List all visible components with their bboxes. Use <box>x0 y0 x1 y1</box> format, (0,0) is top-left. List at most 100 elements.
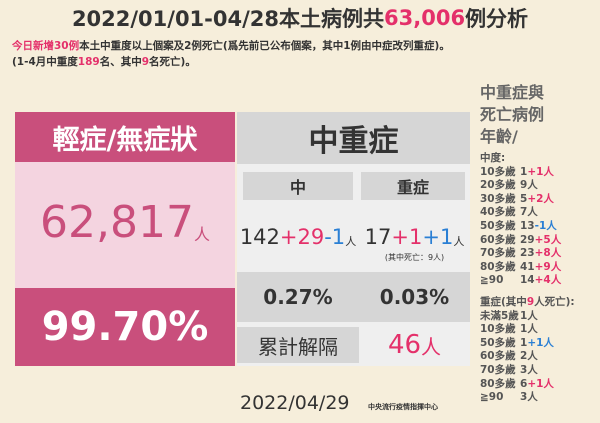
moderate-label: 中 <box>243 172 353 200</box>
age-count: 23+8人 <box>520 247 561 261</box>
age: 40多歲 <box>480 206 516 219</box>
critical-note: (其中死亡：9人) <box>384 253 445 262</box>
text-part: 3人 <box>520 391 538 404</box>
text-part: 2022/01/01-04/28本土病例共 <box>71 7 385 31</box>
age-count: 41+9人 <box>520 261 561 275</box>
age: 未滿5歲 <box>480 309 519 322</box>
mild-header: 輕症/無症狀 <box>15 112 235 162</box>
text-part: 中度: <box>480 152 506 164</box>
text-part: +8人 <box>534 247 562 260</box>
age-count: 1+1人 <box>520 337 554 351</box>
text-part: +1 <box>391 225 423 249</box>
text-part: +1人 <box>527 336 554 349</box>
text-part: 例分析 <box>465 7 529 31</box>
age-count: 5+2人 <box>520 193 554 207</box>
text-part: (1-4月中重度 <box>12 56 78 68</box>
age: 50多歲 <box>480 336 516 349</box>
percent-band <box>237 272 470 322</box>
age-count: 2人 <box>520 350 538 364</box>
org: 中央流行疫情指揮中心 <box>368 403 438 411</box>
age-count: 9人 <box>520 179 538 193</box>
age-count: 29+5人 <box>520 234 561 248</box>
text-part: +1人 <box>527 165 554 178</box>
age-row: 50多歲 1+1人 <box>480 337 598 351</box>
text-part: 23 <box>520 247 535 260</box>
text-part: 1 <box>520 165 528 178</box>
released-label: 累計解隔 <box>237 327 359 363</box>
text-part: 142 <box>239 225 280 249</box>
note: 今日新增30例本土中重度以上個案及2例死亡(爲先前已公布個案，其中1例由中症改列… <box>12 38 592 53</box>
group-label: 中度: <box>480 152 598 166</box>
age-row: 70多歲 23+8人 <box>480 247 598 261</box>
text-part: 9 <box>526 295 535 308</box>
age: 30多歲 <box>480 192 516 205</box>
age-count: 1+1人 <box>520 166 554 180</box>
mild-percent: 99.70% <box>15 288 235 366</box>
text-part: 189 <box>77 56 100 68</box>
text-part: +1 <box>422 225 454 249</box>
age: ≧90 <box>480 391 504 404</box>
text-part: 9人 <box>520 179 538 192</box>
text-part: 2人 <box>520 350 538 363</box>
age: ≧90 <box>480 274 504 287</box>
age: 60多歲 <box>480 350 516 363</box>
age-row: ≧90 3人 <box>480 391 598 405</box>
text-part: 7人 <box>520 206 538 219</box>
mild-count: 62,817 <box>40 196 194 248</box>
text-part: 63,006 <box>384 6 466 30</box>
text-part: 17 <box>364 225 392 249</box>
critical-percent: 0.03% <box>379 285 450 309</box>
text-part: 1人 <box>520 323 538 336</box>
text-part: 人死亡): <box>534 295 575 308</box>
moderate-percent: 0.27% <box>263 285 333 309</box>
text-part: 今日新增30例 <box>12 40 80 52</box>
count: 142+29-1 <box>240 225 345 249</box>
age: 60多歲 <box>480 233 516 246</box>
text-part: 41 <box>520 260 535 273</box>
age-row: 80多歲 6+1人 <box>480 378 598 392</box>
age: 50多歲 <box>480 219 516 232</box>
age-count: 13-1人 <box>520 220 557 234</box>
group-label: 重症(其中 9 人死亡): <box>480 296 598 310</box>
unit: 人 <box>193 225 210 244</box>
age-row: 60多歲 2人 <box>480 350 598 364</box>
date: 2022/04/29 <box>240 392 350 414</box>
critical-count: 17+1+1 人 <box>359 220 470 254</box>
text-part: 6 <box>520 377 528 390</box>
text-part: -1 <box>324 225 346 249</box>
mild-panel: 輕症/無症狀 62,817 人 99.70% <box>15 112 235 366</box>
title: 2022/01/01-04/28本土病例共 63,006 例分析 <box>0 4 600 32</box>
text-part: 13 <box>520 219 535 232</box>
mild-count-box: 62,817 人 <box>15 172 235 272</box>
unit: 人 <box>421 334 442 359</box>
age-count: 14+4人 <box>520 274 561 288</box>
note: (1-4月中重度189名、其中9名死亡)。 <box>12 54 592 69</box>
text-part: 5 <box>520 192 528 205</box>
age: 10多歲 <box>480 323 516 336</box>
moderate-count: 142+29-1 人 <box>237 220 359 254</box>
age: 10多歲 <box>480 165 516 178</box>
text-part: +4人 <box>534 274 562 287</box>
text-part: -1人 <box>534 219 557 232</box>
age-count: 7人 <box>520 206 538 220</box>
age-list: 中度: 10多歲 1+1人 20多歲 9人 30多歲 5+2人 40多歲 7人 50多歲 13-1人… <box>480 152 598 405</box>
age-count: 1人 <box>520 323 538 337</box>
text-part: 重症(其中 <box>480 295 527 308</box>
unit: 人 <box>345 235 357 248</box>
severe-header: 中重症 <box>237 112 470 164</box>
text-part: 9 <box>141 56 150 68</box>
age-heading: 中重症與 死亡病例 年齡/ <box>480 82 598 148</box>
age-row: 70多歲 3人 <box>480 364 598 378</box>
heading-line: 中重症與 <box>480 83 545 102</box>
age-count: 6+1人 <box>520 378 554 392</box>
severe-panel: 中重症 中 重症 142+29-1 人 17+1+1 人 (其中死亡：9人) 0.2… <box>237 112 470 366</box>
unit: 人 <box>453 235 465 248</box>
age-row: 50多歲 13-1人 <box>480 220 598 234</box>
text-part: 本土中重度以上個案及2例死亡(爲先前已公布個案，其中1例由中症改列重症)。 <box>79 40 450 52</box>
text-part: 14 <box>520 274 535 287</box>
critical-label: 重症 <box>361 172 465 200</box>
age-row: 未滿5歲 1人 <box>480 310 598 324</box>
text-part: +5人 <box>534 233 562 246</box>
age: 70多歲 <box>480 247 516 260</box>
